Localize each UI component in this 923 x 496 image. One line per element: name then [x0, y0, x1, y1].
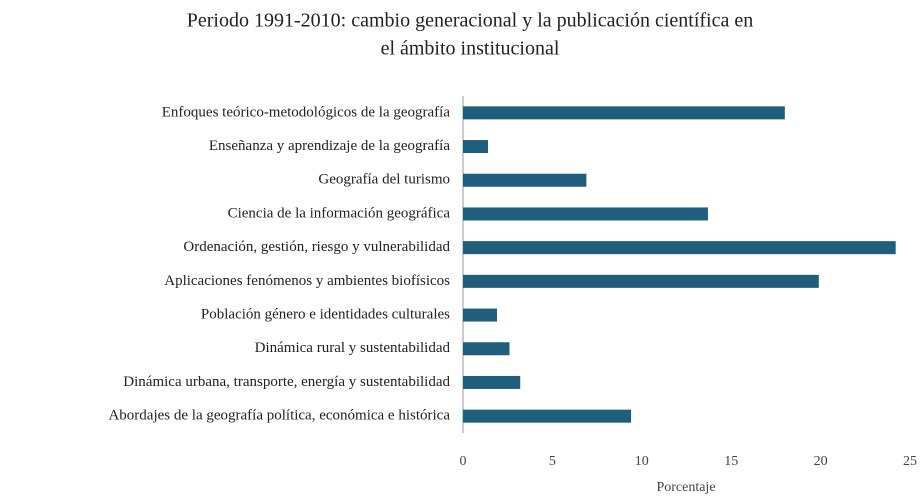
y-tick-label: Enseñanza y aprendizaje de la geografía — [209, 138, 450, 154]
x-tick-label: 0 — [460, 454, 467, 469]
y-tick-label: Población género e identidades culturale… — [201, 306, 450, 322]
bar — [463, 140, 489, 154]
bar — [463, 106, 785, 120]
bar — [463, 274, 819, 288]
x-tick-label: 10 — [635, 454, 649, 469]
y-tick-label: Dinámica rural y sustentabilidad — [255, 340, 451, 356]
x-tick-label: 25 — [903, 454, 917, 469]
y-tick-label: Enfoques teórico-metodológicos de la geo… — [162, 104, 451, 120]
x-tick-label: 5 — [549, 454, 556, 469]
bar — [463, 173, 587, 187]
bar — [463, 207, 708, 221]
chart-title: el ámbito institucional — [381, 38, 560, 60]
bar — [463, 409, 632, 423]
x-tick-label: 15 — [724, 454, 738, 469]
y-tick-label: Ciencia de la información geográfica — [228, 205, 451, 221]
x-tick-label: 20 — [814, 454, 828, 469]
y-tick-label: Aplicaciones fenómenos y ambientes biofí… — [164, 273, 450, 289]
y-tick-label: Abordajes de la geografía política, econ… — [108, 408, 450, 424]
y-tick-label: Ordenación, gestión, riesgo y vulnerabil… — [183, 239, 450, 255]
chart-title: Periodo 1991-2010: cambio generacional y… — [187, 10, 753, 32]
bar — [463, 241, 896, 255]
bar — [463, 375, 521, 389]
y-tick-label: Geografía del turismo — [318, 172, 450, 188]
bar — [463, 342, 510, 356]
y-tick-label: Dinámica urbana, transporte, energía y s… — [123, 374, 450, 390]
bar — [463, 308, 497, 322]
x-axis-label: Porcentaje — [656, 480, 715, 495]
